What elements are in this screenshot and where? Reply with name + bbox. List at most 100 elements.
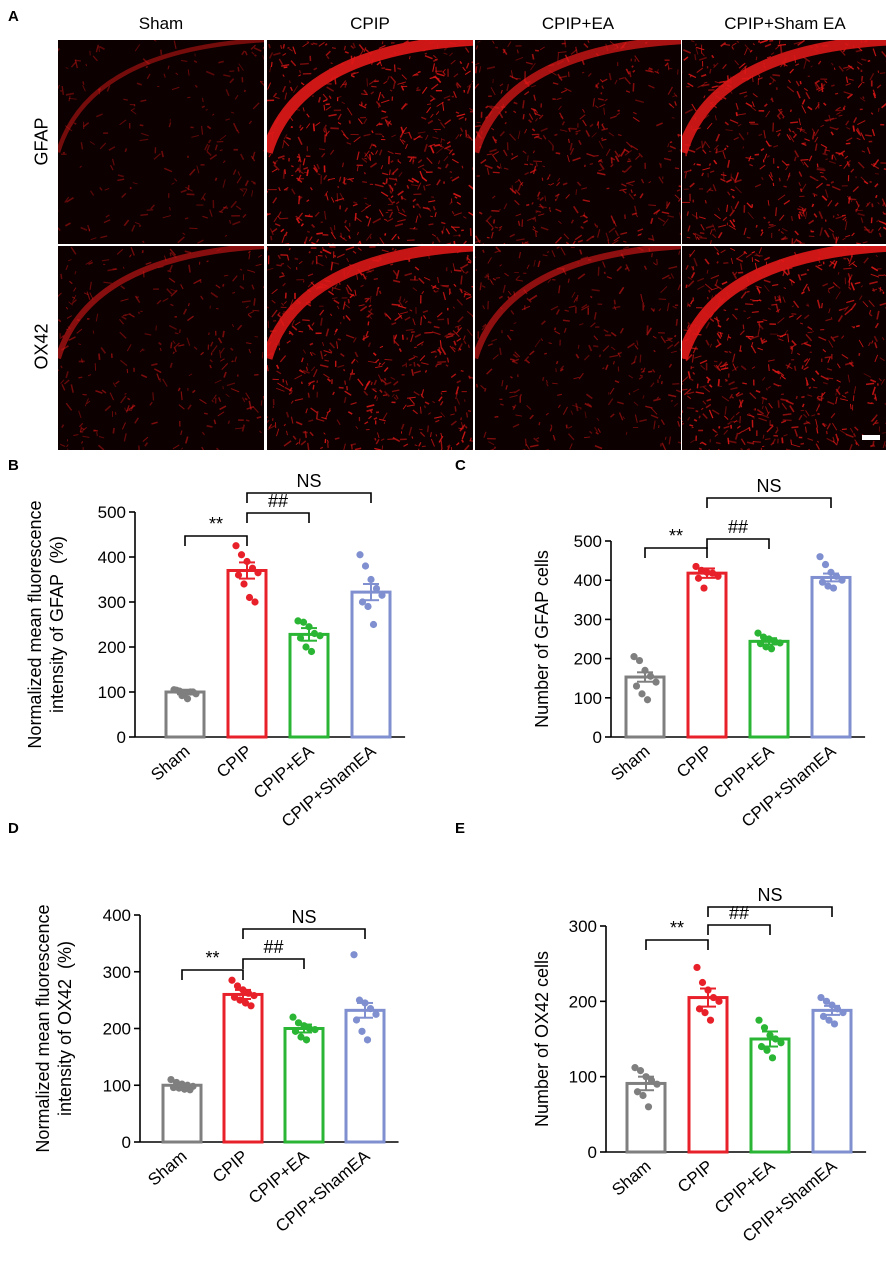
data-point-b-3 [364, 602, 372, 611]
micrograph-ox42-0 [58, 246, 264, 450]
y-axis-label-d: intensity of OX42 (%) [55, 941, 75, 1116]
bar-c-0 [624, 675, 666, 739]
micrograph-ox42-2 [475, 246, 681, 450]
y-axis-label-d: Normalized mean fluorescence [33, 904, 53, 1152]
x-tick-label-c: CPIP [673, 742, 716, 782]
data-point-c-2 [776, 639, 784, 647]
data-point-c-2 [754, 629, 762, 637]
data-point-c-0 [638, 690, 646, 698]
data-point-b-2 [299, 618, 308, 626]
data-point-c-1 [694, 574, 703, 582]
micrograph-ox42-3 [682, 246, 886, 450]
significance-bracket-c [644, 547, 708, 558]
data-point-d-2 [305, 1024, 314, 1033]
data-point-c-1 [714, 572, 722, 580]
data-point-b-1 [251, 598, 259, 606]
data-point-c-3 [818, 578, 827, 586]
y-tick-label-c: 200 [574, 650, 602, 669]
bar-d-0 [161, 1083, 203, 1144]
y-tick-label-d: 300 [103, 963, 131, 982]
chart-c: 0 100 200 300 400 500 Number of GFAP cells Sham… [532, 476, 866, 831]
panel-letter-e: E [455, 820, 466, 837]
data-point-c-0 [652, 678, 660, 686]
data-point-e-2 [757, 1042, 766, 1051]
significance-label-e: NS [757, 885, 782, 905]
data-point-d-2 [311, 1026, 319, 1034]
significance-label-b: ## [268, 491, 288, 511]
data-point-c-1 [692, 562, 700, 571]
data-point-e-3 [825, 1016, 833, 1024]
significance-label-e: ** [670, 918, 684, 938]
data-point-e-2 [777, 1039, 785, 1047]
x-tick-label-d: CPIP [209, 1147, 252, 1187]
data-point-b-2 [307, 647, 316, 656]
data-point-b-0 [172, 686, 181, 694]
significance-bracket-e [707, 906, 833, 917]
data-point-d-1 [228, 976, 236, 984]
bar-d-1 [222, 992, 264, 1144]
data-point-d-2 [291, 1027, 300, 1035]
data-point-d-2 [297, 1033, 305, 1041]
bar-c-1 [686, 571, 728, 739]
data-point-e-1 [693, 963, 701, 972]
chart-d: 0 100 200 300 400 Normalized mean fluorescenc… [33, 904, 399, 1236]
y-tick-label-b: 500 [98, 503, 126, 522]
data-point-c-3 [824, 582, 832, 590]
data-point-e-1 [709, 993, 718, 1002]
data-point-c-2 [756, 640, 765, 648]
data-point-b-3 [356, 551, 364, 559]
significance-label-d: ## [263, 937, 283, 957]
data-point-b-0 [183, 695, 192, 703]
x-tick-label-b: Sham [147, 742, 193, 785]
y-tick-label-c: 300 [574, 610, 602, 629]
data-point-e-0 [639, 1091, 647, 1100]
data-point-c-1 [708, 569, 717, 577]
scale-bar [862, 435, 880, 440]
data-point-c-0 [646, 672, 655, 680]
data-point-b-1 [232, 542, 240, 550]
significance-label-b: NS [296, 471, 321, 491]
data-point-c-0 [630, 653, 638, 661]
panel-letter-b: B [8, 457, 19, 474]
data-point-d-1 [241, 999, 250, 1007]
y-axis-label-b: intensity of GFAP (%) [47, 536, 67, 713]
y-tick-label-e: 100 [569, 1068, 597, 1087]
data-point-c-3 [821, 560, 830, 569]
y-tick-label-d: 200 [103, 1020, 131, 1039]
significance-label-b: ** [209, 514, 223, 534]
significance-bracket-e [707, 924, 771, 935]
significance-label-d: ** [205, 948, 219, 968]
data-point-e-3 [839, 1009, 847, 1017]
data-point-e-1 [706, 1016, 715, 1024]
significance-bracket-b [184, 535, 248, 546]
data-point-e-0 [636, 1067, 645, 1075]
data-point-e-3 [822, 997, 831, 1005]
x-tick-label-e: Sham [608, 1157, 654, 1200]
data-point-d-1 [233, 982, 242, 990]
significance-bracket-d [181, 969, 244, 980]
data-point-d-3 [355, 996, 364, 1004]
y-tick-label-e: 0 [588, 1143, 597, 1162]
data-point-c-1 [700, 584, 708, 592]
y-tick-label-b: 100 [98, 683, 126, 702]
significance-label-e: ## [729, 903, 749, 923]
significance-bracket-e [645, 939, 709, 950]
data-point-b-3 [369, 620, 378, 629]
y-tick-label-b: 200 [98, 638, 126, 657]
y-tick-label-c: 100 [574, 689, 602, 708]
significance-label-c: ## [728, 517, 748, 537]
data-point-b-3 [378, 591, 386, 599]
y-tick-label-b: 300 [98, 593, 126, 612]
data-point-d-3 [358, 1027, 366, 1035]
data-point-d-0 [167, 1075, 175, 1084]
y-tick-label-d: 0 [122, 1133, 131, 1152]
significance-bracket-d [242, 928, 366, 939]
data-point-b-1 [234, 571, 243, 579]
data-point-e-1 [698, 978, 707, 987]
data-point-e-0 [644, 1103, 653, 1111]
y-axis-label-b: Normalized mean fluorescence [25, 500, 45, 748]
data-point-d-0 [186, 1086, 194, 1094]
significance-bracket-b [246, 492, 372, 503]
x-tick-label-e: CPIP [674, 1157, 717, 1197]
